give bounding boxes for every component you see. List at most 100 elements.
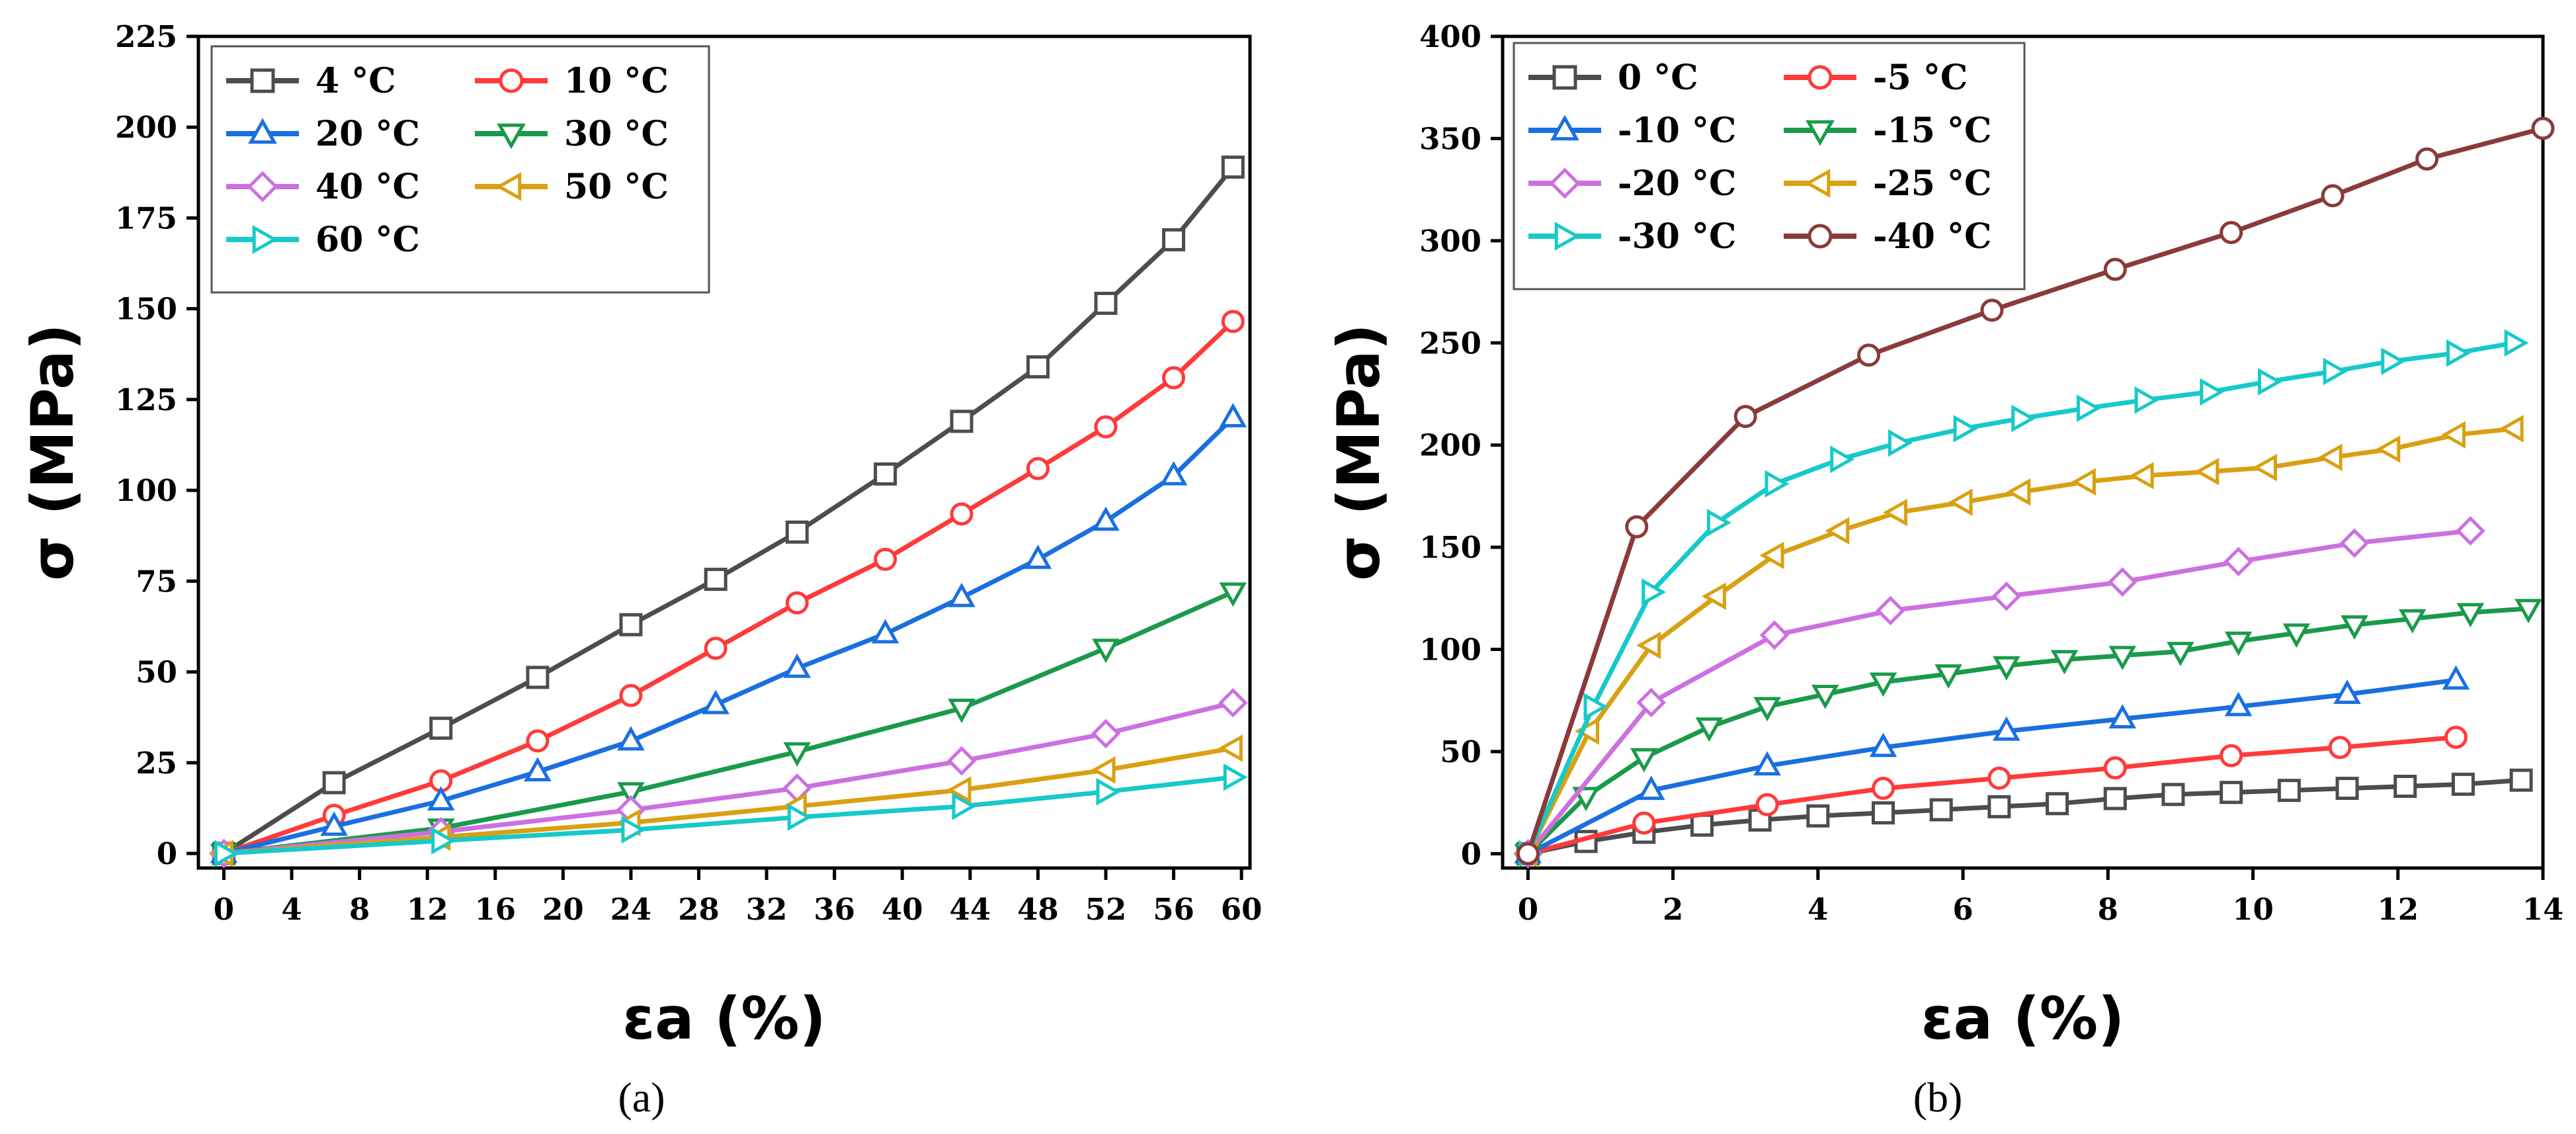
legend: 4 °C 10 °C 20 °C 30 °C 40 °C 50 °C 60 °C [210,45,710,294]
x-tick-label: 56 [1153,892,1194,927]
y-tick-label: 150 [115,292,177,327]
data-point [2335,777,2359,801]
series-25-degc [1513,415,2524,868]
data-point [1733,404,1757,428]
legend-label: 50 °C [564,167,669,207]
legend-item: -10 °C [1528,110,1736,151]
data-point [1871,777,1895,801]
data-point [874,547,897,571]
series-5-degc [1516,725,2468,865]
data-point [871,619,899,644]
y-tick-label: 250 [1419,326,1481,361]
data-point [2328,736,2352,760]
data-point [2071,468,2096,496]
x-tick-label: 14 [2522,892,2564,927]
data-point [1883,498,1907,527]
data-point [2341,615,2368,640]
x-tick-label: 60 [1221,892,1263,927]
y-tick-label: 100 [1419,632,1481,668]
data-point [2446,339,2471,367]
data-point [1753,697,1781,722]
data-point [1869,672,1897,697]
data-point [619,613,643,636]
x-tick-label: 24 [610,892,652,927]
data-point [2415,147,2439,171]
x-tick-label: 32 [746,892,788,927]
y-axis-ticks: 0 25 50 75 100 125 150 175 200 225 [115,19,198,871]
data-point [1636,631,1661,660]
data-point [1980,298,2004,322]
data-point [621,816,646,844]
legend-item: 20 °C [226,114,420,154]
legend-label: -25 °C [1873,163,1991,204]
data-point [2444,725,2468,749]
data-point [2200,378,2225,406]
data-point [787,803,812,831]
data-point [2253,453,2277,482]
y-tick-label: 150 [1419,530,1481,565]
data-point [2376,435,2401,463]
data-point [2129,462,2154,490]
chart-panel-b: 0 2 4 6 8 10 12 14 0 50 100 150 200 250 300 350 400 εa (%… [1325,19,2563,1121]
legend-label: 60 °C [315,220,420,260]
data-point [1695,717,1724,742]
legend-marker [1549,167,1581,199]
data-point [1987,766,2011,790]
data-point [2224,691,2253,717]
y-tick-label: 225 [115,19,177,54]
data-point [2046,792,2069,816]
data-point [2220,744,2243,767]
data-point [1987,795,2011,818]
data-point [1162,366,1186,390]
legend-item: -25 °C [1784,163,1991,204]
data-point [2134,386,2159,414]
x-tick-label: 40 [882,892,923,927]
legend-label: 10 °C [564,61,669,101]
y-tick-label: 400 [1419,19,1481,54]
series-60-degc [214,763,1248,867]
legend-marker [495,172,522,201]
y-tick-label: 25 [136,746,177,781]
panel-label: (b) [1913,1074,1963,1121]
data-point [2317,443,2343,472]
data-point [2499,415,2524,443]
legend-marker [250,68,275,93]
data-point [948,582,976,607]
data-point [1690,813,1714,837]
legend-marker [1550,114,1579,141]
y-tick-label: 50 [136,655,177,690]
x-tick-label: 10 [2232,892,2274,927]
data-point [1637,775,1665,801]
legend-item: -5 °C [1784,58,1968,98]
data-point [2011,404,2036,433]
data-point [1026,457,1050,480]
data-point [2223,546,2253,577]
legend-item: 30 °C [475,114,669,154]
x-tick-label: 44 [950,892,991,927]
data-point [1092,638,1120,664]
data-point [2220,220,2243,244]
data-point [1811,684,1839,709]
data-point [1993,656,2020,681]
series-40-degc [209,687,1248,869]
legend-label: -15 °C [1873,110,1991,151]
legend-label: 0 °C [1618,58,1698,98]
chart-panel-a: 0 4 8 12 16 20 24 28 32 36 40 44 48 52 56 6002550751001… [19,19,1262,1121]
series-line [1525,606,2531,856]
data-point [1929,798,1953,822]
data-point [702,689,729,715]
legend-box [1513,42,2026,290]
legend-item: -40 °C [1784,216,1991,257]
data-point [1755,793,1779,816]
data-point [2381,347,2406,375]
data-point [704,568,727,591]
data-point [2107,567,2138,597]
data-point [322,771,346,795]
data-point [2451,772,2475,796]
x-axis-title: εa (%) [1921,984,2125,1053]
x-tick-label: 12 [2377,892,2419,927]
legend-item: -30 °C [1528,216,1736,257]
data-point [2050,650,2079,675]
data-point [2103,257,2127,281]
